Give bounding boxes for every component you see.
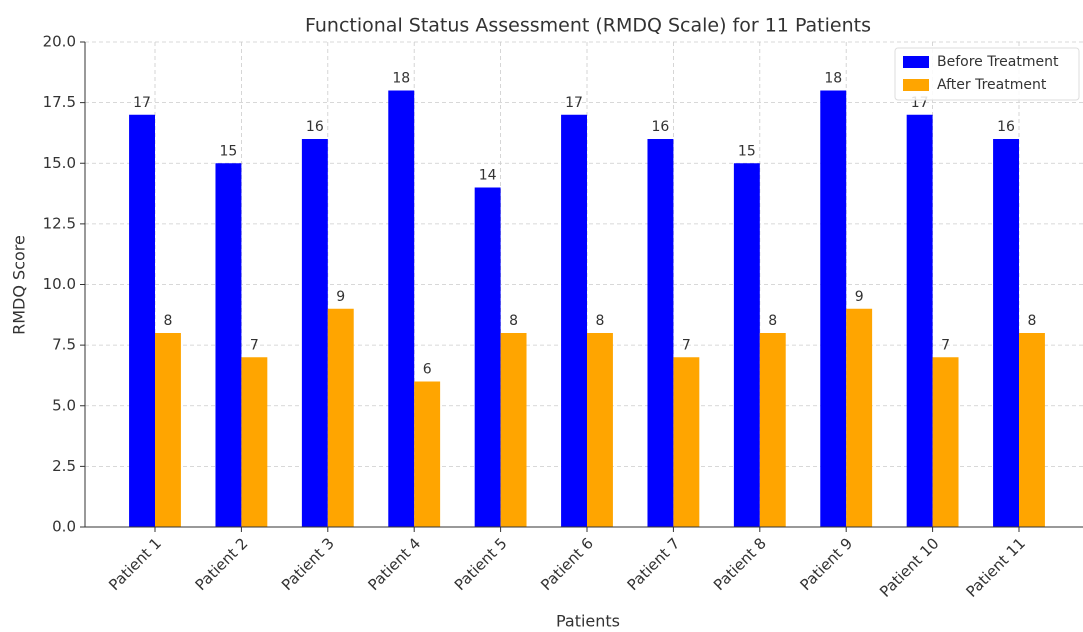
data-label: 15 [220, 143, 238, 159]
bar [673, 357, 700, 527]
data-label: 6 [423, 362, 432, 378]
bar [129, 114, 155, 527]
y-tick-label: 2.5 [52, 457, 76, 475]
x-tick-label: Patient 6 [537, 534, 597, 594]
data-label: 17 [565, 95, 583, 111]
y-tick-label: 7.5 [52, 336, 76, 354]
bar [327, 308, 354, 527]
x-tick-label: Patient 2 [192, 534, 252, 594]
y-tick-label: 10.0 [43, 275, 76, 293]
bar [561, 114, 587, 527]
y-axis-title: RMDQ Score [10, 235, 29, 335]
legend-swatch [903, 79, 929, 91]
x-axis-title: Patients [556, 612, 620, 631]
data-label: 7 [682, 337, 691, 353]
bar [587, 333, 613, 527]
y-tick-label: 0.0 [52, 518, 76, 536]
bar [500, 333, 527, 527]
data-label: 18 [392, 71, 410, 87]
x-tick-label: Patient 5 [451, 534, 511, 594]
data-label: 14 [479, 168, 497, 184]
x-tick-label: Patient 8 [710, 534, 770, 594]
data-label: 18 [824, 71, 842, 87]
data-label: 17 [133, 95, 151, 111]
y-tick-label: 20.0 [43, 33, 76, 51]
legend-label: After Treatment [937, 77, 1047, 93]
chart-title: Functional Status Assessment (RMDQ Scale… [305, 15, 871, 37]
x-tick-label: Patient 1 [105, 534, 165, 594]
bar [733, 163, 760, 527]
bar [906, 114, 933, 527]
x-tick-label: Patient 11 [962, 534, 1029, 601]
data-label: 8 [768, 313, 777, 329]
legend-box [894, 47, 1080, 101]
data-label: 16 [997, 119, 1015, 135]
data-label: 8 [509, 313, 518, 329]
data-label: 16 [652, 119, 670, 135]
data-label: 8 [595, 313, 604, 329]
data-label: 7 [250, 337, 259, 353]
bar [215, 163, 242, 527]
bar [846, 308, 873, 527]
x-tick-label: Patient 10 [876, 534, 943, 601]
data-label: 8 [163, 313, 172, 329]
bar [301, 139, 328, 527]
x-tick-label: Patient 9 [796, 534, 856, 594]
data-label: 7 [941, 337, 950, 353]
y-tick-label: 17.5 [43, 93, 76, 111]
x-tick-label: Patient 7 [624, 534, 684, 594]
bar [993, 139, 1019, 527]
y-tick-label: 15.0 [43, 154, 76, 172]
bar [241, 357, 268, 527]
bar [1019, 333, 1045, 527]
data-label: 9 [855, 289, 864, 305]
bar [388, 90, 415, 527]
data-label: 9 [336, 289, 345, 305]
legend-label: Before Treatment [937, 54, 1059, 70]
bar [759, 333, 786, 527]
bar [647, 139, 674, 527]
bar [474, 187, 501, 527]
bar [820, 90, 847, 527]
x-tick-label: Patient 4 [364, 534, 424, 594]
data-label: 8 [1027, 313, 1036, 329]
data-label: 15 [738, 143, 756, 159]
x-tick-label: Patient 3 [278, 534, 338, 594]
bar [414, 381, 441, 527]
y-tick-label: 5.0 [52, 396, 76, 414]
bar [932, 357, 959, 527]
bar [155, 333, 181, 527]
y-tick-label: 12.5 [43, 214, 76, 232]
data-label: 16 [306, 119, 324, 135]
legend-swatch [903, 56, 929, 68]
